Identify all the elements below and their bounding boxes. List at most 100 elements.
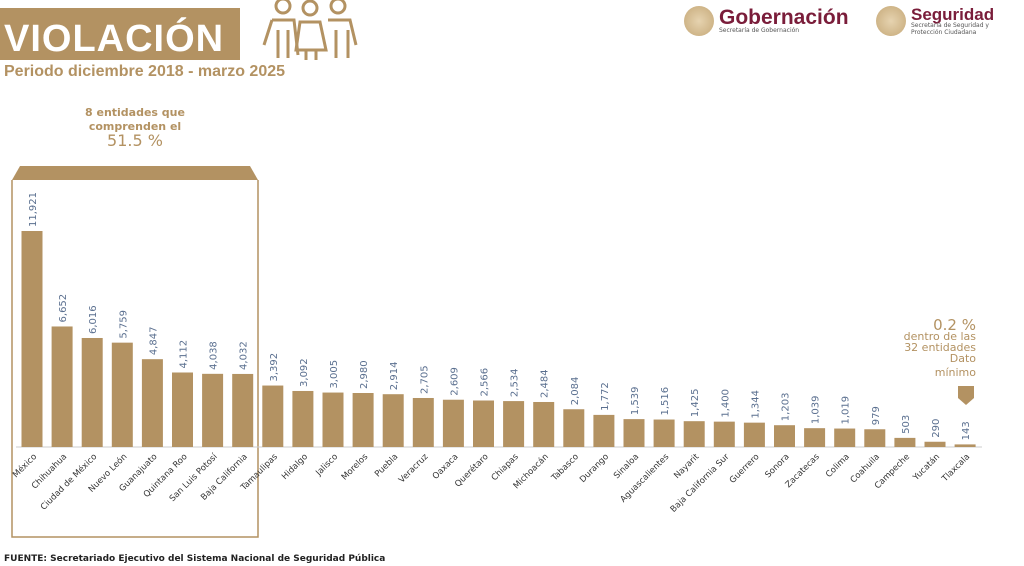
- annotation-text: mínimo: [934, 366, 976, 379]
- annotation-text: comprenden el: [88, 120, 182, 133]
- category-label: Veracruz: [397, 452, 431, 486]
- bar-20: [623, 419, 645, 447]
- min-annotation: 0.2 % dentro de las 32 entidades Dato mí…: [903, 316, 976, 379]
- annotation-text: 32 entidades: [904, 341, 976, 354]
- period-subtitle: Periodo diciembre 2018 - marzo 2025: [4, 63, 286, 80]
- value-label: 2,609: [449, 367, 460, 396]
- gobernacion-logo: Gobernación Secretaría de Gobernación: [684, 6, 849, 36]
- bar-8: [262, 385, 284, 447]
- bar-24: [743, 422, 765, 447]
- bar-18: [563, 409, 585, 447]
- annotation-text: 8 entidades que: [85, 106, 185, 119]
- category-label: Durango: [578, 452, 611, 485]
- bar-28: [864, 429, 886, 447]
- source-note: FUENTE: Secretariado Ejecutivo del Siste…: [4, 554, 386, 564]
- top8-bracket: [11, 180, 259, 538]
- value-label: 1,539: [630, 386, 641, 415]
- top8-annotation: 8 entidades que comprenden el 51.5 %: [60, 106, 210, 150]
- category-label: Tabasco: [549, 452, 581, 484]
- value-label: 1,203: [781, 393, 792, 422]
- logo-sub: Secretaría de Seguridad y Protección Ciu…: [911, 22, 989, 36]
- bar-30: [924, 441, 946, 447]
- seguridad-logo: Seguridad Secretaría de Seguridad y Prot…: [876, 5, 1006, 37]
- bar-2: [81, 337, 103, 447]
- category-label: Ciudad de México: [38, 451, 99, 512]
- value-label: 4,032: [239, 341, 250, 370]
- value-label: 4,038: [209, 341, 220, 370]
- bar-12: [382, 394, 404, 447]
- category-label: Baja California Sur: [669, 452, 732, 515]
- bar-5: [172, 372, 193, 447]
- bar-26: [804, 428, 826, 447]
- bar-16: [503, 401, 525, 447]
- bar-17: [533, 401, 555, 447]
- logo-name: Seguridad: [911, 5, 995, 24]
- value-label: 1,425: [690, 389, 701, 418]
- bar-27: [834, 428, 856, 447]
- value-label: 143: [961, 421, 972, 440]
- family-icon: [262, 0, 358, 60]
- bar-9: [292, 390, 314, 447]
- value-label: 4,847: [148, 327, 159, 356]
- bar-15: [473, 400, 494, 447]
- bar-1: [51, 326, 73, 447]
- category-label: Tlaxcala: [940, 452, 973, 485]
- value-label: 290: [931, 419, 942, 438]
- category-label: Hidalgo: [280, 452, 310, 482]
- bar-21: [653, 419, 675, 447]
- value-label: 3,392: [269, 353, 280, 382]
- value-label: 2,914: [389, 362, 400, 391]
- value-label: 979: [871, 406, 882, 425]
- logo-name: Gobernación: [719, 6, 849, 30]
- value-label: 5,759: [118, 310, 129, 339]
- value-label: 2,980: [359, 360, 370, 389]
- bar-6: [202, 373, 224, 447]
- title-banner: VIOLACIÓN: [0, 8, 240, 60]
- value-label: 6,652: [58, 294, 69, 323]
- value-label: 1,019: [841, 396, 852, 425]
- value-label: 2,534: [510, 368, 521, 397]
- bar-19: [593, 414, 615, 447]
- value-label: 11,921: [28, 192, 39, 227]
- seal-icon: [684, 6, 714, 36]
- bar-3: [111, 342, 133, 447]
- category-label: Sonora: [763, 452, 791, 480]
- value-label: 2,084: [570, 377, 581, 406]
- bar-29: [894, 437, 916, 447]
- value-label: 1,039: [811, 396, 822, 425]
- category-label: Sinaloa: [612, 452, 641, 481]
- category-label: Puebla: [373, 452, 400, 479]
- category-label: Jalisco: [313, 452, 340, 479]
- annotation-percent: 51.5 %: [107, 131, 163, 150]
- bar-0: [21, 231, 43, 447]
- value-label: 3,092: [299, 358, 310, 387]
- category-label: Morelos: [340, 452, 371, 483]
- value-label: 6,016: [88, 305, 99, 334]
- value-label: 1,516: [660, 387, 671, 416]
- bar-23: [713, 421, 735, 447]
- annotation-text: dentro de las: [903, 330, 976, 343]
- value-label: 2,705: [419, 365, 430, 394]
- value-label: 1,772: [600, 382, 611, 411]
- category-label: Oaxaca: [431, 452, 461, 482]
- value-label: 2,566: [480, 368, 491, 397]
- category-label: Colima: [824, 452, 852, 480]
- bar-10: [322, 392, 344, 447]
- value-label: 4,112: [179, 340, 190, 369]
- bar-14: [442, 399, 464, 447]
- min-marker-arrow: [958, 386, 974, 405]
- value-label: 2,484: [540, 369, 551, 398]
- bar-13: [412, 397, 434, 447]
- top8-bracket-cap: [12, 166, 258, 180]
- bar-31: [954, 444, 976, 447]
- bar-25: [774, 425, 795, 447]
- seal-icon: [876, 6, 906, 37]
- value-label: 1,400: [720, 389, 731, 418]
- value-label: 503: [901, 415, 912, 434]
- bar-7: [232, 373, 254, 447]
- annotation-percent: 0.2 %: [933, 316, 976, 334]
- bar-22: [683, 421, 705, 447]
- bar-4: [141, 359, 163, 447]
- logo-sub: Secretaría de Gobernación: [719, 27, 800, 35]
